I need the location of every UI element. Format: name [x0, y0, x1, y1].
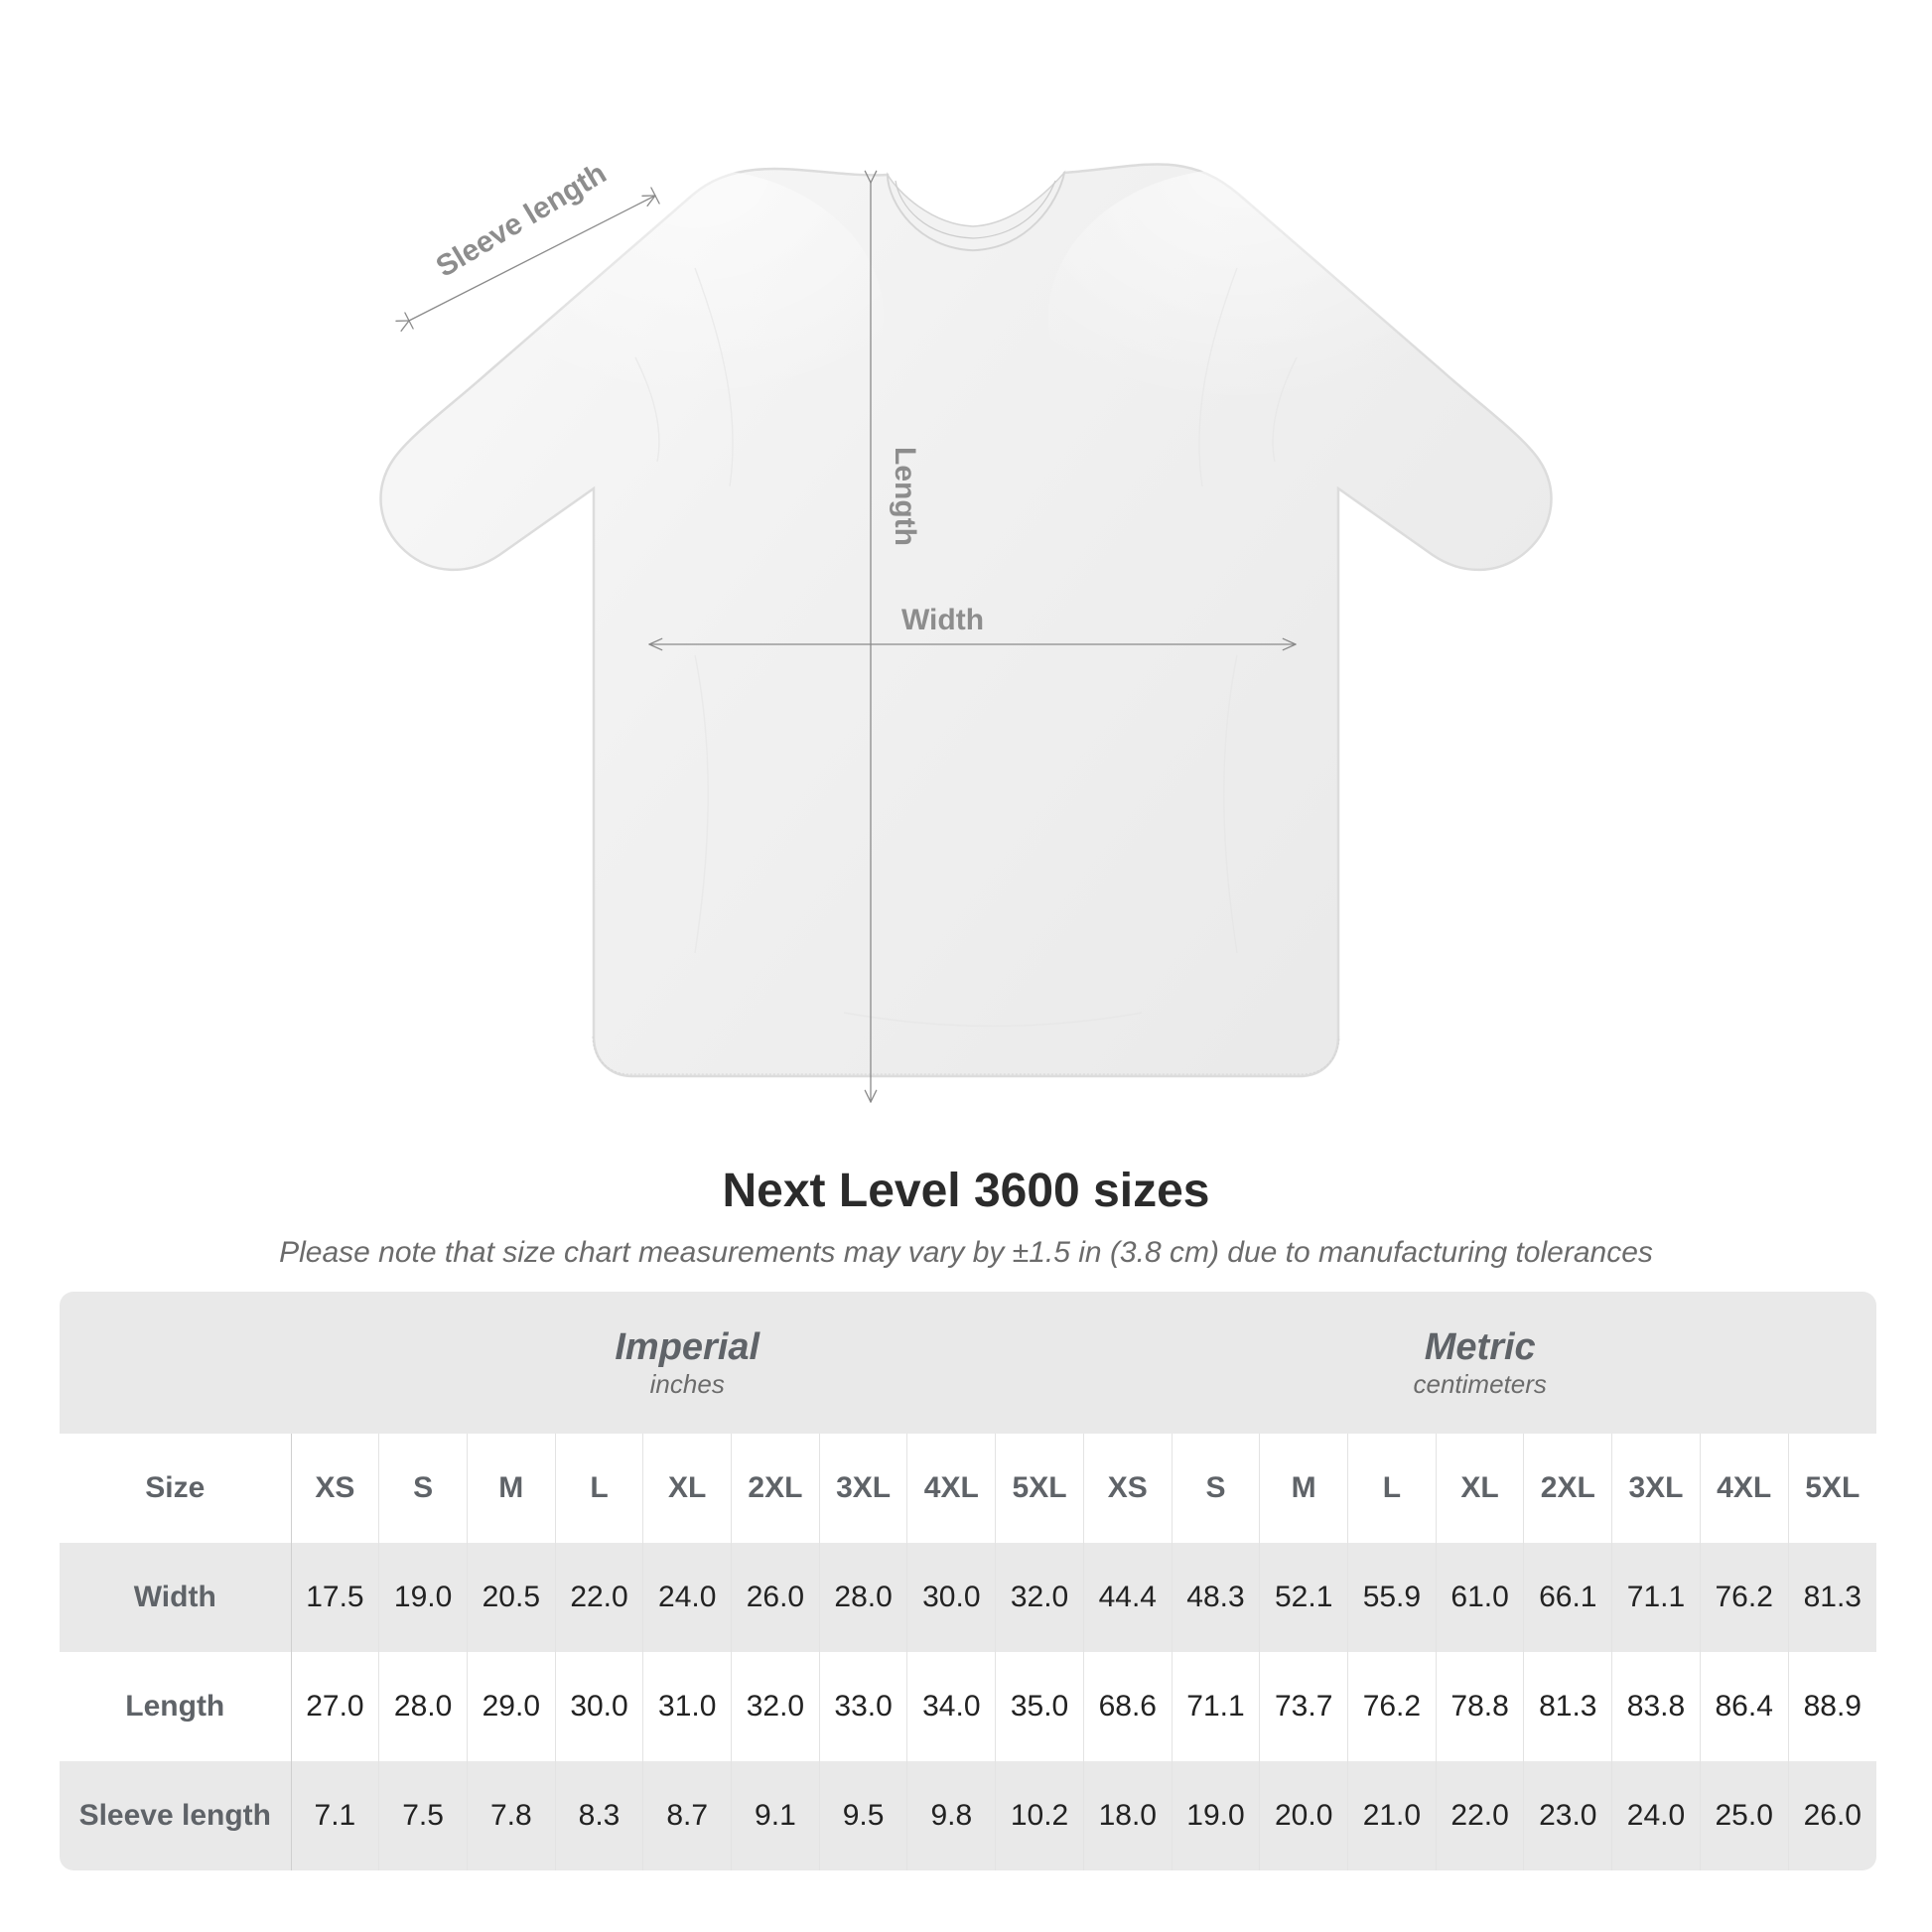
- svg-text:Width: Width: [901, 604, 984, 636]
- svg-text:Sleeve length: Sleeve length: [431, 157, 613, 284]
- svg-text:Length: Length: [889, 447, 921, 546]
